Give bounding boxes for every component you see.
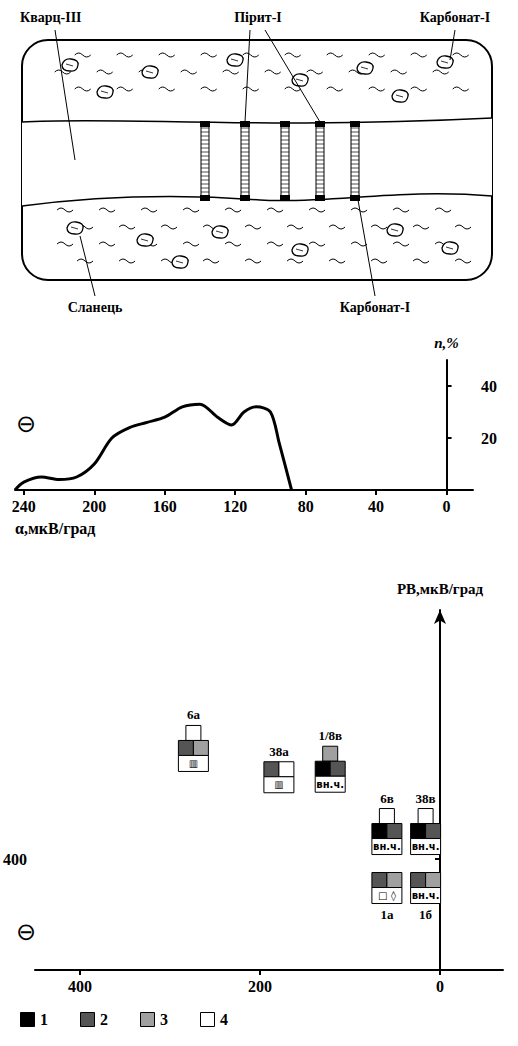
- svg-text:120: 120: [223, 498, 247, 515]
- svg-text:вн.ч.: вн.ч.: [373, 841, 401, 852]
- svg-text:40: 40: [368, 498, 384, 515]
- svg-text:20: 20: [481, 430, 497, 447]
- svg-text:0: 0: [436, 978, 444, 995]
- svg-text:3: 3: [160, 1011, 168, 1028]
- svg-text:Карбонат-I: Карбонат-I: [340, 300, 410, 315]
- svg-text:1б: 1б: [419, 907, 433, 922]
- svg-text:α,мкВ/град: α,мкВ/град: [15, 520, 95, 538]
- svg-text:6а: 6а: [187, 707, 201, 722]
- svg-text:вн.ч.: вн.ч.: [412, 841, 440, 852]
- svg-text:160: 160: [153, 498, 177, 515]
- svg-text:1а: 1а: [380, 907, 394, 922]
- svg-text:38а: 38а: [269, 744, 289, 759]
- svg-text:вн.ч.: вн.ч.: [412, 890, 440, 901]
- svg-text:⊖: ⊖: [16, 918, 36, 946]
- svg-text:▥: ▥: [189, 758, 198, 769]
- svg-text:▥: ▥: [274, 779, 283, 790]
- svg-text:2: 2: [100, 1011, 108, 1028]
- svg-text:38в: 38в: [416, 791, 436, 806]
- svg-text:4: 4: [220, 1011, 228, 1028]
- svg-text:6в: 6в: [380, 791, 394, 806]
- svg-text:400: 400: [68, 978, 92, 995]
- svg-text:вн.ч.: вн.ч.: [316, 779, 344, 790]
- svg-text:0: 0: [443, 498, 451, 515]
- svg-text:РВ,мкВ/град: РВ,мкВ/град: [397, 581, 484, 597]
- svg-text:200: 200: [82, 498, 106, 515]
- svg-text:Карбонат-I: Карбонат-I: [420, 10, 490, 25]
- svg-text:□ ◊: □ ◊: [378, 890, 396, 902]
- svg-text:Пірит-I: Пірит-I: [234, 10, 282, 25]
- svg-text:40: 40: [481, 378, 497, 395]
- svg-text:n,%: n,%: [434, 335, 459, 351]
- svg-text:400: 400: [3, 851, 27, 868]
- svg-text:1/8в: 1/8в: [318, 728, 342, 743]
- svg-text:1: 1: [40, 1011, 48, 1028]
- svg-text:80: 80: [298, 498, 314, 515]
- svg-text:Кварц-III: Кварц-III: [20, 10, 82, 25]
- svg-text:Сланець: Сланець: [68, 300, 123, 315]
- svg-text:240: 240: [12, 498, 36, 515]
- svg-text:200: 200: [248, 978, 272, 995]
- svg-text:⊖: ⊖: [16, 410, 36, 438]
